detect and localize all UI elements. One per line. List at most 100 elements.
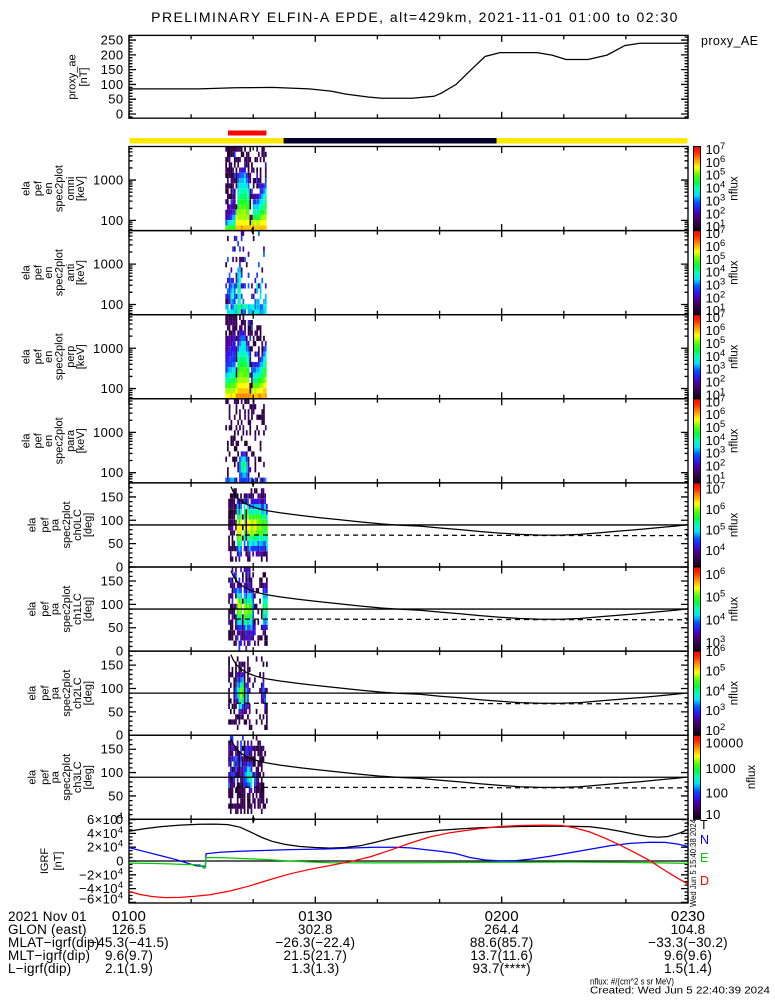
svg-text:pef: pef: [40, 769, 52, 785]
svg-text:E: E: [700, 851, 708, 865]
svg-text:1.5(1.4): 1.5(1.4): [664, 961, 712, 976]
svg-text:ela: ela: [27, 685, 39, 701]
svg-text:ela: ela: [21, 433, 33, 449]
svg-text:100: 100: [706, 786, 729, 801]
svg-text:nflux: nflux: [746, 765, 758, 790]
svg-text:0200: 0200: [485, 908, 519, 925]
svg-text:0130: 0130: [298, 908, 332, 925]
svg-text:[deg]: [deg]: [83, 513, 95, 537]
svg-text:pa: pa: [50, 518, 62, 531]
svg-text:200: 200: [101, 47, 124, 62]
svg-text:100: 100: [101, 381, 124, 396]
svg-text:50: 50: [108, 536, 123, 551]
svg-text:[nT]: [nT]: [78, 68, 90, 87]
svg-text:100: 100: [101, 77, 124, 92]
svg-text:2.1(1.9): 2.1(1.9): [105, 961, 153, 976]
svg-text:ela: ela: [21, 349, 33, 365]
svg-text:0: 0: [116, 107, 124, 122]
svg-text:1000: 1000: [706, 761, 737, 776]
svg-text:100: 100: [101, 297, 124, 312]
svg-text:ela: ela: [27, 769, 39, 785]
svg-text:88.6(85.7): 88.6(85.7): [470, 935, 534, 950]
svg-text:[keV]: [keV]: [75, 428, 87, 453]
svg-text:pa: pa: [50, 770, 62, 783]
svg-text:pa: pa: [50, 602, 62, 615]
svg-text:para: para: [65, 429, 77, 452]
svg-text:ch0LC: ch0LC: [72, 509, 84, 541]
svg-text:150: 150: [101, 574, 124, 589]
svg-text:[deg]: [deg]: [83, 597, 95, 621]
svg-text:pa: pa: [50, 686, 62, 699]
svg-text:ela: ela: [27, 601, 39, 617]
svg-text:ela: ela: [21, 180, 33, 196]
svg-text:N: N: [700, 833, 709, 847]
svg-text:ch1LC: ch1LC: [72, 593, 84, 625]
svg-text:en: en: [43, 267, 55, 279]
svg-text:0230: 0230: [671, 908, 705, 925]
svg-text:150: 150: [101, 742, 124, 757]
svg-text:150: 150: [101, 489, 124, 504]
svg-text:150: 150: [101, 658, 124, 673]
svg-text:21.5(21.7): 21.5(21.7): [284, 948, 348, 963]
svg-text:2021 Nov 01: 2021 Nov 01: [8, 909, 87, 924]
svg-text:126.5: 126.5: [112, 922, 147, 937]
svg-text:100: 100: [101, 597, 124, 612]
svg-text:[keV]: [keV]: [75, 344, 87, 369]
svg-text:1000: 1000: [93, 341, 124, 356]
svg-text:ela: ela: [27, 517, 39, 533]
svg-text:9.6(9.6): 9.6(9.6): [664, 948, 712, 963]
svg-text:−45.3(−41.5): −45.3(−41.5): [89, 935, 169, 950]
svg-text:250: 250: [101, 33, 124, 48]
svg-text:10000: 10000: [706, 736, 744, 751]
svg-text:100: 100: [101, 765, 124, 780]
svg-text:1000: 1000: [93, 425, 124, 440]
svg-text:spec2plot: spec2plot: [61, 586, 73, 633]
svg-text:[deg]: [deg]: [83, 765, 95, 789]
svg-text:nflux: nflux: [729, 513, 741, 538]
svg-text:[keV]: [keV]: [75, 176, 87, 201]
svg-text:ch3LC: ch3LC: [72, 761, 84, 793]
svg-text:93.7(****): 93.7(****): [473, 961, 531, 976]
svg-text:spec2plot: spec2plot: [61, 754, 73, 801]
svg-text:nflux: nflux: [729, 428, 741, 453]
svg-text:50: 50: [108, 92, 123, 107]
svg-text:pef: pef: [40, 516, 52, 532]
svg-text:spec2plot: spec2plot: [54, 249, 66, 296]
svg-text:pef: pef: [33, 432, 45, 448]
svg-text:50: 50: [108, 620, 123, 635]
svg-text:spec2plot: spec2plot: [54, 333, 66, 380]
svg-text:pef: pef: [40, 685, 52, 701]
svg-text:−4×104: −4×104: [79, 879, 124, 896]
svg-text:pef: pef: [33, 348, 45, 364]
svg-text:ch2LC: ch2LC: [72, 677, 84, 709]
svg-text:spec2plot: spec2plot: [61, 670, 73, 717]
svg-text:4×104: 4×104: [87, 824, 124, 841]
svg-text:en: en: [43, 351, 55, 363]
svg-text:ela: ela: [21, 264, 33, 280]
svg-text:omni: omni: [65, 177, 77, 201]
svg-text:0: 0: [116, 560, 124, 575]
svg-text:nflux: nflux: [729, 260, 741, 285]
svg-text:Created: Wed Jun 5 22:40:39 2: Created: Wed Jun 5 22:40:39 2024: [590, 986, 771, 997]
svg-text:0: 0: [116, 812, 124, 827]
svg-text:[keV]: [keV]: [75, 260, 87, 285]
svg-text:302.8: 302.8: [298, 922, 333, 937]
svg-text:pef: pef: [40, 600, 52, 616]
svg-text:9.6(9.7): 9.6(9.7): [105, 948, 153, 963]
svg-text:L−igrf(dip): L−igrf(dip): [8, 961, 71, 976]
svg-text:−26.3(−22.4): −26.3(−22.4): [275, 935, 355, 950]
svg-text:0: 0: [116, 854, 123, 869]
svg-text:1.3(1.3): 1.3(1.3): [291, 961, 339, 976]
svg-text:proxy_AE: proxy_AE: [701, 34, 758, 48]
svg-text:264.4: 264.4: [484, 922, 519, 937]
svg-text:spec2plot: spec2plot: [54, 417, 66, 464]
svg-text:10: 10: [706, 807, 721, 822]
svg-text:50: 50: [108, 704, 123, 719]
svg-text:13.7(11.6): 13.7(11.6): [470, 948, 533, 963]
svg-text:−6×104: −6×104: [79, 890, 124, 907]
svg-text:6×104: 6×104: [87, 810, 124, 827]
svg-text:spec2plot: spec2plot: [54, 165, 66, 212]
svg-text:0: 0: [116, 728, 124, 743]
svg-text:100: 100: [101, 465, 124, 480]
svg-text:150: 150: [101, 62, 124, 77]
